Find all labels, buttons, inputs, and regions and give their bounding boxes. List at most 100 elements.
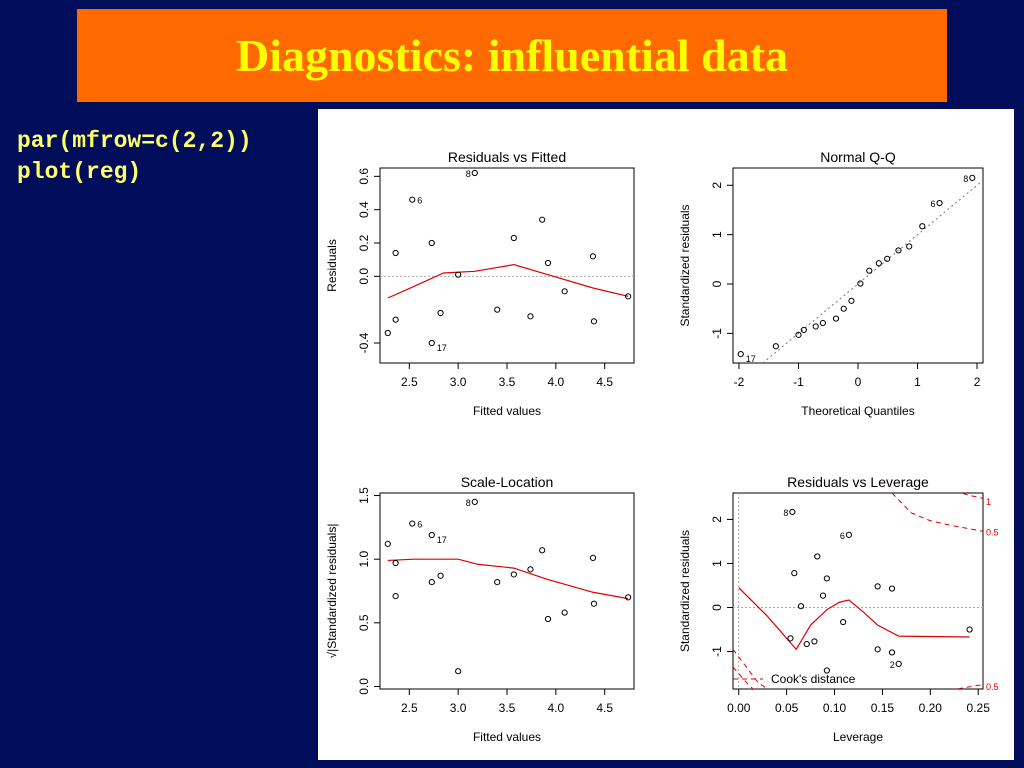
data-point	[471, 169, 478, 177]
data-point	[797, 603, 805, 610]
diagnostic-plots-svg: Residuals vs Fitted Fitted values Residual…	[325, 149, 999, 744]
data-point	[888, 585, 896, 592]
code-line-2: plot(reg)	[17, 159, 142, 185]
y-tick-label: 0.0	[357, 268, 371, 285]
data-point	[895, 247, 902, 254]
y-tick-label: -1	[710, 328, 724, 339]
data-point	[510, 234, 517, 242]
plot-region	[733, 493, 983, 689]
data-point	[539, 547, 546, 554]
data-point	[455, 271, 462, 278]
data-point	[791, 570, 798, 577]
data-point	[544, 615, 552, 623]
data-point	[494, 306, 501, 313]
data-point	[840, 305, 847, 312]
data-point	[787, 635, 794, 642]
point-label: 6	[417, 520, 422, 530]
data-point	[384, 329, 391, 337]
cooks-distance-contour	[733, 649, 768, 689]
chart-2: Normal Q-Q Theoretical Quantiles Standardi…	[678, 149, 984, 418]
y-axis-label: √|Standardized residuals|	[325, 524, 339, 659]
point-label: 6	[840, 531, 845, 541]
x-tick-label: -1	[793, 375, 804, 389]
x-axis-label: Theoretical Quantiles	[801, 404, 914, 418]
plot-frame	[732, 492, 984, 690]
x-tick-label: 3.0	[450, 375, 467, 389]
y-axis-label: Residuals	[325, 239, 339, 292]
data-point	[866, 267, 873, 274]
data-point	[625, 594, 632, 601]
slide-title: Diagnostics: influential data	[235, 30, 789, 81]
data-point	[409, 520, 416, 527]
y-tick-label: 0.4	[357, 201, 371, 218]
data-point	[561, 288, 568, 295]
x-tick-label: 0.20	[919, 701, 943, 715]
y-tick-label: 0	[710, 280, 724, 287]
data-point	[919, 223, 926, 230]
smooth-line	[387, 264, 629, 299]
x-tick-label: 1	[914, 375, 921, 389]
cooks-distance-contour	[733, 666, 754, 689]
y-tick-label: 1	[710, 560, 724, 567]
point-label: 6	[417, 196, 422, 206]
diagnostic-plots-panel: Residuals vs Fitted Fitted values Residual…	[318, 109, 1014, 760]
x-tick-label: 4.0	[548, 375, 565, 389]
y-axis-label: Standardized residuals	[678, 530, 692, 652]
chart-title: Residuals vs Fitted	[448, 149, 566, 165]
chart-title: Residuals vs Leverage	[787, 474, 929, 490]
cooks-contour-label: 0.5	[986, 682, 999, 692]
x-tick-label: 0.10	[823, 701, 847, 715]
y-axis-label: Standardized residuals	[678, 204, 692, 326]
data-point	[409, 196, 416, 203]
y-tick-label: -0.4	[357, 332, 371, 353]
data-point	[969, 174, 976, 181]
data-point	[823, 667, 830, 674]
point-label: 8	[963, 174, 968, 184]
x-tick-label: 4.5	[596, 375, 613, 389]
data-point	[874, 583, 881, 590]
x-tick-label: 4.0	[548, 701, 565, 715]
data-point	[384, 540, 391, 548]
y-tick-label: 1.5	[357, 487, 371, 504]
data-point	[437, 309, 444, 317]
data-point	[428, 239, 435, 247]
x-tick-label: 0.00	[727, 701, 751, 715]
data-point	[494, 578, 501, 586]
point-label: 17	[437, 343, 447, 353]
point-label: 2	[890, 660, 895, 670]
point-label: 8	[466, 169, 471, 179]
x-tick-label: 3.5	[499, 701, 516, 715]
x-tick-label: 3.5	[499, 375, 516, 389]
data-point	[875, 260, 882, 267]
data-point	[392, 592, 399, 600]
data-point	[392, 316, 399, 323]
legend-label: Cook's distance	[771, 672, 856, 686]
x-tick-label: -2	[734, 375, 745, 389]
x-axis-label: Fitted values	[473, 730, 541, 744]
slide-title-banner: Diagnostics: influential data	[77, 9, 947, 102]
point-label: 8	[783, 508, 788, 518]
data-point	[936, 199, 943, 207]
plot-region	[737, 174, 983, 363]
x-tick-label: 2.5	[401, 375, 418, 389]
data-point	[803, 640, 810, 648]
data-point	[527, 313, 534, 320]
x-tick-label: 2.5	[401, 701, 418, 715]
data-point	[625, 293, 632, 300]
y-tick-label: 1	[710, 231, 724, 238]
legend: Cook's distance	[733, 672, 856, 686]
data-point	[895, 660, 902, 667]
data-point	[966, 626, 973, 633]
cooks-contour-label: 0.5	[986, 528, 999, 538]
data-point	[772, 343, 779, 350]
data-point	[819, 592, 827, 599]
y-tick-label: -1	[710, 646, 724, 657]
cooks-distance-contour	[959, 493, 983, 499]
data-point	[811, 638, 818, 645]
data-point	[437, 572, 444, 579]
data-point	[823, 575, 830, 582]
data-point	[589, 554, 597, 562]
x-tick-label: 4.5	[596, 701, 613, 715]
data-point	[737, 351, 744, 358]
data-point	[814, 553, 821, 560]
